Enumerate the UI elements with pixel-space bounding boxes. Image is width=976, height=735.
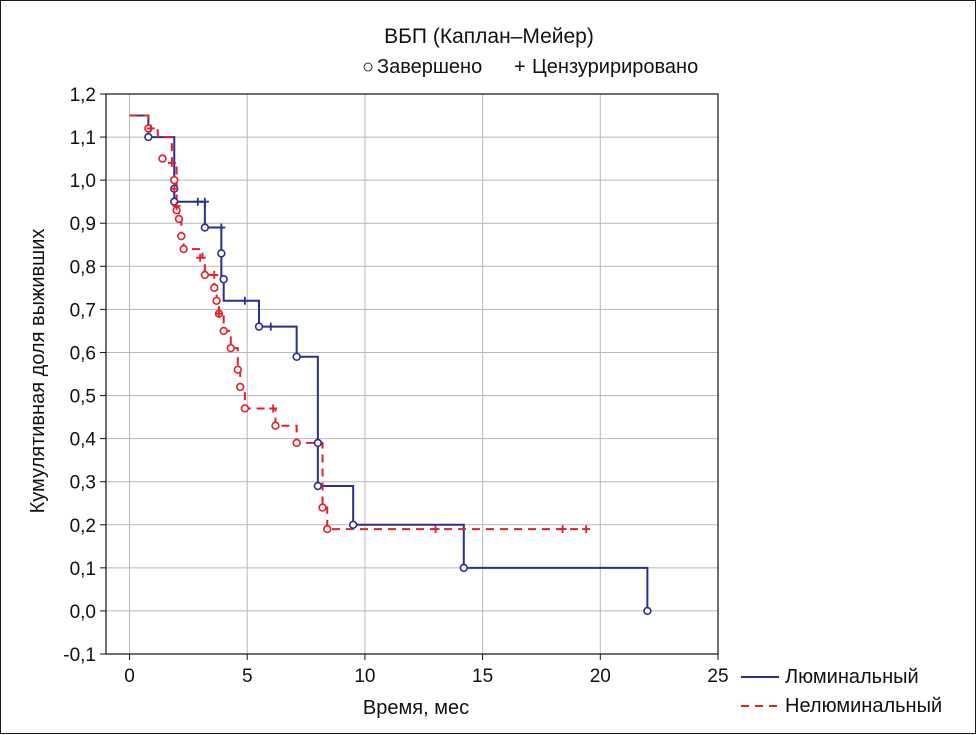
event-marker — [254, 322, 264, 331]
event-marker — [240, 404, 250, 413]
event-marker — [219, 326, 228, 336]
event-marker — [212, 296, 221, 305]
event-marker — [348, 520, 358, 529]
censored-marker — [214, 309, 223, 318]
y-tick-label: 0,7 — [70, 300, 96, 321]
y-tick-label: -0,1 — [63, 645, 96, 666]
x-tick-label: 10 — [354, 666, 375, 687]
y-tick-label: 0,6 — [70, 343, 96, 364]
event-marker — [219, 275, 228, 284]
event-marker — [292, 438, 301, 448]
completed-marker-label: Завершено — [377, 56, 482, 78]
y-tick-label: 0,9 — [70, 214, 96, 235]
censored-marker — [558, 525, 567, 534]
censored-marker — [217, 223, 226, 232]
event-marker — [174, 214, 184, 224]
grid-layer — [106, 93, 719, 655]
y-tick-label: 1,2 — [70, 85, 96, 106]
legend-label-nonluminal: Нелюминальный — [785, 695, 942, 717]
censored-marker — [431, 525, 440, 534]
event-marker — [217, 249, 226, 258]
event-marker — [271, 421, 280, 430]
censored-marker — [170, 184, 179, 193]
y-tick-label: 1,0 — [70, 171, 96, 192]
censored-marker-label: Цензуририровано — [532, 56, 698, 78]
event-marker — [313, 438, 323, 448]
series-line-nonluminal — [129, 114, 587, 531]
censored-marker — [193, 197, 202, 206]
y-tick-label: 0,2 — [70, 516, 96, 537]
x-tick-label: 15 — [472, 666, 493, 687]
y-tick-label: 0,5 — [70, 387, 96, 408]
event-marker — [318, 503, 327, 512]
event-marker — [292, 352, 301, 361]
x-axis-title: Время, мес — [363, 697, 469, 719]
censored-marker — [200, 197, 209, 206]
y-tick-label: 0,1 — [70, 559, 96, 580]
legend-label-luminal: Люминальный — [785, 666, 919, 688]
event-marker — [200, 270, 210, 280]
event-marker — [226, 343, 235, 353]
event-marker — [179, 244, 188, 254]
censored-marker — [196, 253, 205, 262]
series-legend: Люминальный Нелюминальный — [741, 666, 942, 717]
series-layer — [129, 114, 649, 611]
event-marker — [313, 481, 323, 491]
event-marker — [233, 365, 243, 374]
event-marker — [177, 231, 186, 241]
censored-marker — [240, 296, 249, 305]
x-tick-label: 25 — [707, 666, 728, 687]
marker-legend: ○ Завершено + Цензуририровано — [362, 56, 698, 78]
y-axis-title: Кумулятивная доля выживших — [27, 229, 49, 514]
series-line-luminal — [129, 114, 649, 611]
censored-marker — [269, 404, 278, 413]
event-marker — [200, 223, 210, 232]
censored-marker — [266, 322, 275, 331]
event-marker — [643, 606, 652, 616]
x-tick-label: 20 — [590, 666, 611, 687]
x-tick-label: 0 — [124, 666, 135, 687]
censored-marker — [167, 158, 176, 167]
event-marker — [170, 175, 179, 185]
tick-layer: 0 5 10 15 20 25 -0,1 0,0 0,1 0,2 0,3 0,4 0,5 0,6 0,7 0,… — [63, 85, 728, 687]
y-tick-label: 0,8 — [70, 257, 96, 278]
y-tick-label: 0,4 — [70, 430, 97, 451]
event-marker — [210, 283, 219, 293]
y-tick-label: 1,1 — [70, 128, 96, 149]
event-marker — [144, 132, 153, 142]
y-tick-label: 0,3 — [70, 473, 96, 494]
censored-marker — [146, 124, 155, 133]
censored-marker — [582, 525, 591, 534]
marker-layer — [144, 124, 652, 616]
x-tick-label: 5 — [242, 666, 253, 687]
event-marker — [235, 382, 245, 392]
censored-marker-symbol: + — [514, 56, 526, 78]
chart-title: ВБП (Каплан–Мейер) — [384, 25, 594, 48]
event-marker — [323, 524, 332, 534]
event-marker — [459, 563, 468, 573]
y-tick-label: 0,0 — [70, 602, 96, 623]
censored-marker — [172, 202, 181, 210]
completed-marker-symbol: ○ — [362, 56, 374, 78]
event-marker — [158, 154, 167, 163]
plot-area-border — [105, 93, 719, 655]
censored-marker — [210, 270, 219, 279]
